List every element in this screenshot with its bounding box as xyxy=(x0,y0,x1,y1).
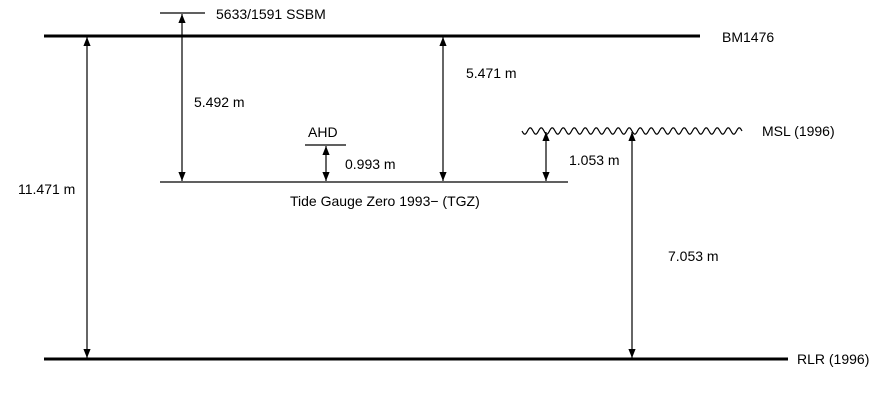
ssbm-label: 5633/1591 SSBM xyxy=(216,6,326,22)
bm-label: BM1476 xyxy=(722,29,774,45)
distance-bm-to-rlr: 11.471 m xyxy=(18,181,75,197)
distance-bm-to-tgz: 5.471 m xyxy=(466,65,517,81)
msl-label: MSL (1996) xyxy=(762,123,835,139)
rlr-label: RLR (1996) xyxy=(797,351,869,367)
ahd-label: AHD xyxy=(308,124,338,140)
distance-ssbm-to-tgz: 5.492 m xyxy=(194,94,245,110)
msl-level-wave xyxy=(521,127,743,135)
distance-ahd-to-tgz: 0.993 m xyxy=(345,156,396,172)
distance-msl-to-tgz: 1.053 m xyxy=(569,152,620,168)
distance-msl-to-rlr: 7.053 m xyxy=(668,248,719,264)
tgz-label: Tide Gauge Zero 1993− (TGZ) xyxy=(290,193,480,209)
